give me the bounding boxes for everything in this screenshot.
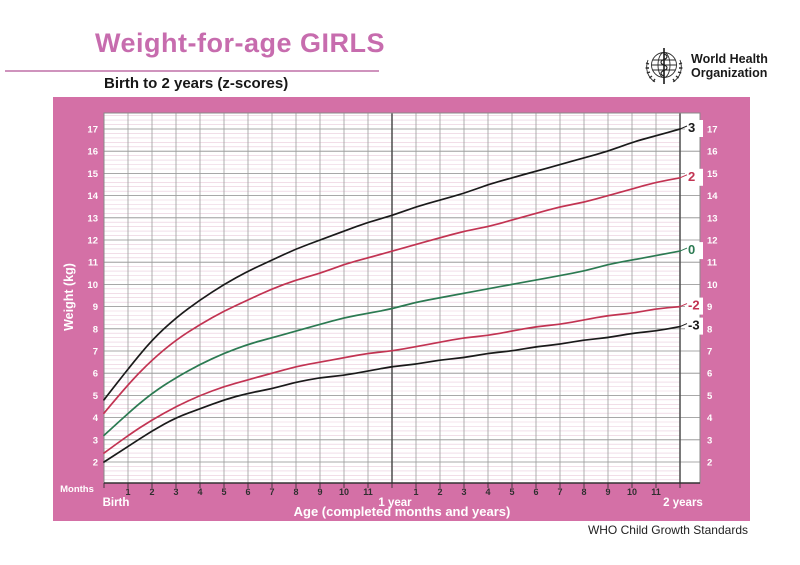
month-tick-label: 3 [173, 487, 178, 497]
z-label-bg [685, 120, 703, 137]
page-subtitle: Birth to 2 years (z-scores) [104, 75, 289, 92]
curve-z2 [103, 176, 681, 415]
curve-z-3 [103, 325, 681, 463]
month-tick-label: 4 [485, 487, 490, 497]
month-tick-label: 9 [317, 487, 322, 497]
y-tick-label-right: 11 [707, 258, 718, 269]
month-tick-label: 8 [581, 487, 586, 497]
y-tick-label-left: 13 [87, 213, 98, 224]
z-label-3: 3 [688, 120, 695, 135]
y-tick-label-right: 3 [707, 435, 712, 446]
title-underline [5, 70, 379, 72]
z-label-bg [685, 297, 703, 315]
z-label--2: -2 [688, 298, 700, 313]
curve-z3 [103, 128, 681, 401]
y-tick-label-right: 5 [707, 391, 713, 402]
y-tick-label-right: 9 [707, 302, 712, 313]
y-axis-title: Weight (kg) [62, 263, 76, 331]
curve-z0 [103, 250, 681, 437]
x-axis-title: Age (completed months and years) [294, 504, 511, 519]
x-major-label-24: 2 years [663, 497, 703, 509]
month-tick-label: 2 [149, 487, 154, 497]
month-tick-label: 7 [269, 487, 274, 497]
z-label-bg [685, 317, 703, 335]
y-tick-label-right: 12 [707, 236, 718, 247]
month-tick-label: 5 [509, 487, 514, 497]
month-tick-label: 7 [557, 487, 562, 497]
month-tick-label: 6 [533, 487, 538, 497]
y-tick-label-left: 7 [93, 347, 98, 358]
page-title: Weight-for-age GIRLS [95, 28, 385, 58]
y-tick-label-left: 9 [93, 302, 98, 313]
z-label-leader [679, 125, 688, 130]
month-tick-label: 3 [461, 487, 466, 497]
month-tick-label: 11 [651, 487, 661, 497]
who-logo-line2: Organization [691, 66, 768, 80]
z-label-leader [679, 323, 688, 328]
footer-credit: WHO Child Growth Standards [587, 523, 748, 537]
z-label-bg [685, 242, 703, 260]
month-tick-label: 10 [627, 487, 637, 497]
y-tick-label-left: 3 [93, 435, 98, 446]
y-tick-label-left: 11 [88, 258, 99, 269]
y-tick-label-right: 10 [707, 280, 718, 291]
y-tick-label-left: 17 [87, 125, 98, 136]
y-tick-label-left: 2 [93, 458, 98, 469]
month-tick-label: 11 [363, 487, 373, 497]
month-tick-label: 4 [197, 487, 202, 497]
y-tick-label-left: 16 [87, 147, 98, 158]
month-tick-label: 1 [413, 487, 418, 497]
z-label-2: 2 [688, 169, 695, 184]
y-tick-label-right: 17 [707, 125, 718, 136]
y-tick-label-left: 10 [87, 280, 98, 291]
who-logo-line1: World Health [691, 52, 768, 66]
y-tick-label-left: 8 [93, 324, 98, 335]
y-tick-label-right: 13 [707, 213, 718, 224]
y-tick-label-right: 2 [707, 458, 712, 469]
z-label-leader [679, 174, 688, 179]
y-tick-label-left: 15 [87, 169, 98, 180]
y-tick-label-right: 14 [707, 191, 718, 202]
curve-z-2 [103, 305, 681, 454]
y-tick-label-left: 12 [87, 236, 98, 247]
y-tick-label-left: 5 [93, 391, 99, 402]
month-tick-label: 8 [293, 487, 298, 497]
x-major-label-0: Birth [103, 497, 130, 509]
who-logo: World Health Organization [644, 46, 768, 86]
month-tick-label: 9 [605, 487, 610, 497]
month-tick-label: 10 [339, 487, 349, 497]
who-logo-text: World Health Organization [691, 52, 768, 80]
y-tick-label-left: 6 [93, 369, 98, 380]
month-tick-label: 2 [437, 487, 442, 497]
z-label--3: -3 [688, 318, 700, 333]
chart-panel: 3 2 0 -2 -3 2 2 3 3 4 4 5 5 6 6 7 7 8 8 9 9 10 10 11 11 12 12 13 13 1… [53, 97, 750, 521]
z-label-leader [679, 247, 688, 252]
y-tick-label-left: 14 [87, 191, 98, 202]
month-tick-label: 5 [221, 487, 226, 497]
y-tick-label-right: 4 [707, 413, 713, 424]
z-label-leader [679, 303, 688, 308]
who-emblem-icon [645, 48, 683, 84]
y-tick-label-right: 6 [707, 369, 712, 380]
y-tick-label-right: 8 [707, 324, 712, 335]
y-tick-label-right: 15 [707, 169, 718, 180]
y-tick-label-right: 7 [707, 347, 712, 358]
months-unit-label: Months [60, 484, 94, 495]
z-label-0: 0 [688, 242, 695, 257]
month-tick-label: 1 [125, 487, 130, 497]
z-label-bg [685, 168, 703, 186]
y-tick-label-left: 4 [93, 413, 99, 424]
x-major-label-12: 1 year [378, 497, 412, 509]
month-tick-label: 6 [245, 487, 250, 497]
y-tick-label-right: 16 [707, 147, 718, 158]
